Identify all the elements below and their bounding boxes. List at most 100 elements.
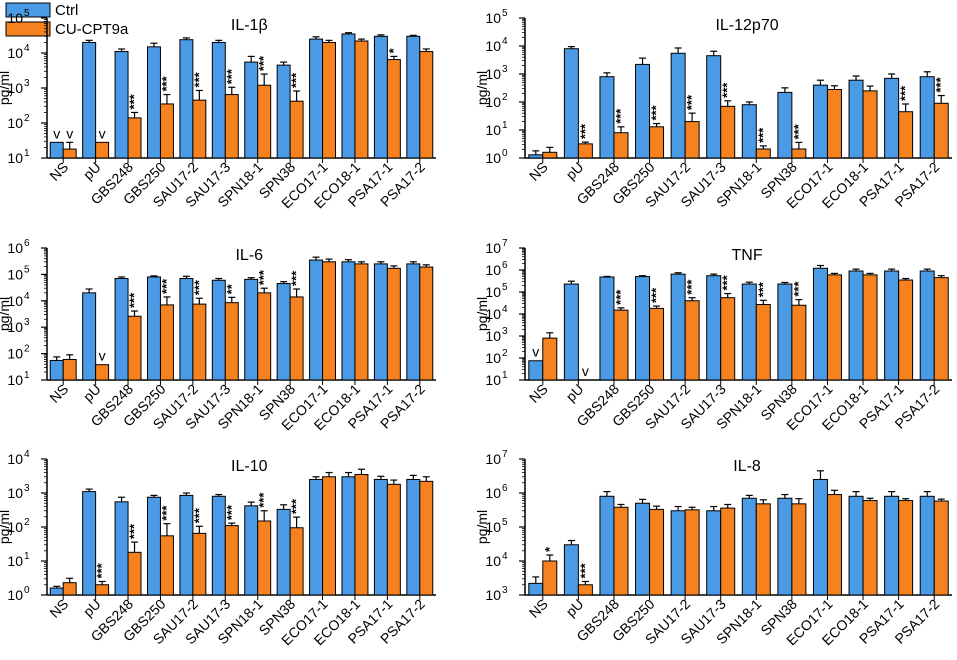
- bar-treat: [755, 148, 771, 159]
- bar-ctrl: [777, 283, 793, 381]
- bar-ctrl: [563, 544, 579, 596]
- y-tick-exponent: 0: [502, 148, 508, 159]
- bar-ctrl: [528, 360, 544, 381]
- bar-treat: [933, 277, 949, 381]
- bar-treat: [224, 525, 239, 596]
- bar-treat: [684, 509, 700, 596]
- annotation-significance: ***: [127, 93, 142, 109]
- annotation-significance: ***: [684, 279, 699, 295]
- bar-ctrl: [884, 77, 900, 159]
- annotation-significance: ***: [289, 72, 304, 88]
- y-tick-label: 10: [7, 319, 23, 335]
- bar-treat: [289, 527, 304, 596]
- y-tick-exponent: 3: [24, 317, 30, 328]
- y-tick-label: 10: [7, 80, 23, 96]
- y-tick-exponent: 1: [502, 370, 508, 381]
- y-tick-exponent: 3: [502, 64, 508, 75]
- bar-ctrl: [341, 261, 356, 381]
- y-tick-label: 10: [485, 284, 501, 300]
- bar-treat: [613, 132, 629, 159]
- bar-ctrl: [919, 495, 935, 596]
- legend: Ctrl CU-CPT9a: [5, 2, 129, 38]
- legend-ctrl-label: Ctrl: [55, 2, 78, 19]
- annotation-significance: ***: [791, 281, 806, 297]
- annotation-significance: ***: [289, 270, 304, 286]
- bar-ctrl: [812, 478, 828, 596]
- bar-treat: [192, 303, 207, 381]
- bar-ctrl: [179, 39, 194, 159]
- annotation-significance: ***: [755, 281, 770, 297]
- bar-treat: [542, 337, 558, 381]
- annotation-significance: **: [224, 283, 239, 294]
- y-tick-exponent: 2: [502, 348, 508, 359]
- bar-ctrl: [812, 84, 828, 159]
- bar-treat: [289, 100, 304, 159]
- bar-ctrl: [848, 79, 864, 159]
- y-tick-exponent: 4: [24, 449, 30, 460]
- annotation-significance: ***: [720, 274, 735, 290]
- bar-treat: [95, 584, 110, 596]
- bar-treat: [791, 148, 807, 159]
- bar-ctrl: [777, 497, 793, 596]
- y-tick-exponent: 5: [24, 264, 30, 275]
- bar-ctrl: [309, 38, 324, 159]
- bar-ctrl: [563, 283, 579, 381]
- annotation-significance: ***: [159, 75, 174, 91]
- y-tick-label: 10: [7, 266, 23, 282]
- bar-treat: [613, 506, 629, 596]
- bar-treat: [649, 508, 665, 596]
- annotation-significance: ***: [191, 507, 206, 523]
- y-tick-label: 10: [7, 346, 23, 362]
- annotation-significance: ***: [256, 492, 271, 508]
- bar-treat: [542, 560, 558, 596]
- annotation-significance: *: [386, 47, 401, 53]
- annotation-significance: ***: [159, 505, 174, 521]
- y-tick-exponent: 6: [502, 260, 508, 271]
- y-tick-exponent: 3: [502, 326, 508, 337]
- bar-treat: [192, 532, 207, 596]
- y-tick-exponent: 2: [24, 113, 30, 124]
- y-tick-label: 10: [7, 45, 23, 61]
- y-tick-exponent: 2: [24, 344, 30, 355]
- bar-ctrl: [741, 283, 757, 381]
- annotation-significance: ***: [289, 498, 304, 514]
- bar-treat: [898, 111, 914, 159]
- y-tick-label: 10: [485, 372, 501, 388]
- bar-ctrl: [49, 359, 64, 381]
- bar-ctrl: [82, 491, 97, 596]
- bar-treat: [289, 296, 304, 381]
- bar-ctrl: [670, 510, 686, 596]
- bar-ctrl: [706, 510, 722, 596]
- x-tick-label: NS: [46, 596, 71, 621]
- annotation-significance: ***: [577, 123, 592, 139]
- bar-ctrl: [635, 276, 651, 381]
- bar-treat: [127, 551, 142, 596]
- y-tick-exponent: 6: [24, 238, 30, 249]
- bar-treat: [192, 99, 207, 159]
- y-tick-label: 10: [7, 451, 23, 467]
- bar-ctrl: [777, 91, 793, 159]
- y-tick-label: 10: [7, 372, 23, 388]
- bar-ctrl: [211, 41, 226, 159]
- annotation-significance: ***: [256, 269, 271, 285]
- bar-treat: [257, 84, 272, 159]
- bar-treat: [862, 500, 878, 596]
- annotation-significance: *: [542, 546, 557, 552]
- y-tick-exponent: 4: [502, 36, 508, 47]
- y-tick-exponent: 3: [502, 585, 508, 596]
- bar-treat: [322, 261, 337, 381]
- y-tick-exponent: 7: [502, 449, 508, 460]
- y-tick-label: 10: [7, 519, 23, 535]
- y-tick-exponent: 5: [502, 282, 508, 293]
- bar-ctrl: [884, 495, 900, 596]
- annotation-below-detection: v: [582, 363, 589, 379]
- bar-treat: [419, 51, 434, 159]
- annotation-significance: ***: [684, 94, 699, 110]
- legend-treat-label: CU-CPT9a: [55, 21, 129, 38]
- bar-treat: [354, 474, 369, 596]
- annotation-below-detection: v: [99, 125, 106, 141]
